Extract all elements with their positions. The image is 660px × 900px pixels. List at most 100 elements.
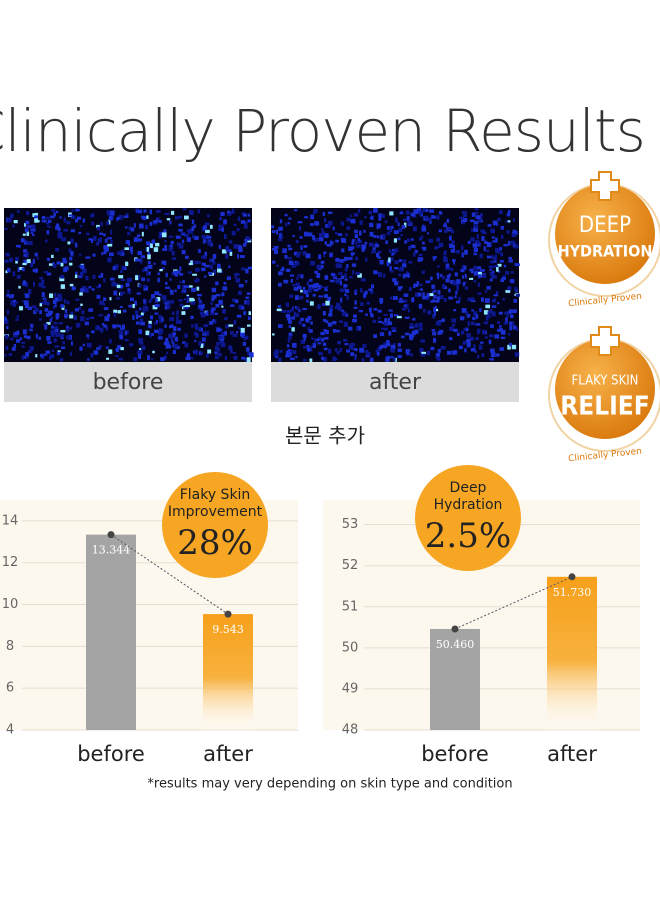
speckle (241, 212, 247, 215)
speckle (369, 216, 374, 219)
speckle (155, 217, 160, 220)
speckle (298, 226, 302, 231)
speckle (369, 231, 374, 237)
speckle (28, 289, 32, 294)
speckle (481, 353, 485, 358)
speckle (350, 218, 356, 224)
speckle (221, 305, 224, 308)
speckle (490, 352, 496, 358)
speckle (136, 238, 142, 242)
speckle (34, 307, 39, 313)
speckle (292, 342, 297, 348)
speckle (4, 259, 9, 263)
speckle (411, 298, 415, 303)
speckle (30, 323, 34, 328)
speckle (278, 271, 283, 276)
speckle (151, 294, 155, 298)
speckle (344, 313, 349, 317)
speckle (79, 224, 83, 227)
speckle (221, 227, 225, 232)
speckle (510, 278, 515, 284)
speckle (509, 321, 514, 326)
speckle (329, 306, 333, 312)
speckle (186, 296, 190, 301)
speckle (193, 224, 197, 228)
speckle (413, 283, 419, 287)
value-label: 50.460 (436, 638, 475, 651)
speckle (232, 351, 237, 355)
speckle (124, 247, 129, 250)
speckle (25, 304, 29, 309)
speckle (32, 269, 35, 272)
speckle (27, 241, 33, 246)
speckle (232, 333, 238, 338)
speckle (322, 342, 327, 346)
speckle (321, 356, 325, 360)
speckle (26, 259, 31, 264)
speckle (22, 239, 28, 243)
speckle (112, 266, 116, 271)
speckle (22, 233, 26, 236)
speckle (8, 353, 13, 357)
speckle (171, 324, 174, 328)
speckle (393, 238, 397, 243)
speckle (29, 346, 34, 352)
speckle (149, 298, 153, 301)
speckle (4, 319, 9, 325)
speckle (459, 216, 464, 219)
speckle (236, 331, 239, 334)
speckle (334, 306, 340, 310)
speckle (483, 310, 489, 315)
speckle (327, 322, 333, 327)
speckle (173, 270, 177, 276)
speckle (181, 311, 186, 315)
speckle (386, 262, 389, 267)
speckle (174, 289, 177, 293)
speckle (8, 295, 13, 299)
speckle (165, 337, 169, 343)
speckle (227, 210, 230, 214)
speckle (4, 316, 7, 321)
speckle (202, 333, 207, 336)
speckle (170, 210, 175, 215)
speckle (303, 358, 307, 362)
speckle (191, 287, 196, 293)
speckle (357, 238, 361, 242)
speckle (287, 349, 290, 353)
speckle (325, 320, 329, 324)
speckle (293, 311, 297, 317)
speckle (271, 230, 276, 234)
speckle (407, 245, 412, 251)
speckle (318, 237, 324, 242)
speckle (295, 282, 300, 287)
speckle (121, 291, 126, 294)
speckle (313, 209, 318, 213)
speckle (171, 250, 175, 256)
speckle (430, 276, 433, 281)
speckle (291, 327, 295, 332)
speckle (451, 240, 455, 244)
speckle (332, 356, 337, 362)
badge-cross (590, 326, 620, 356)
speckle (18, 285, 21, 289)
speckle (211, 294, 217, 299)
speckle (55, 225, 59, 230)
page-title: Clinically Proven Results (0, 97, 645, 165)
speckle (26, 335, 31, 340)
speckle (335, 239, 339, 243)
speckle (120, 249, 125, 255)
speckle (473, 220, 479, 225)
speckle (433, 294, 437, 299)
speckle (491, 305, 497, 308)
speckle (404, 316, 410, 319)
speckle (466, 336, 471, 339)
speckle (472, 243, 478, 247)
speckle (70, 251, 74, 256)
speckle (288, 332, 293, 337)
badge-line: RELIEF (560, 392, 650, 422)
speckle (475, 337, 479, 340)
speckle (514, 352, 520, 357)
speckle (247, 213, 251, 217)
speckle (276, 264, 280, 267)
speckle (461, 252, 464, 258)
